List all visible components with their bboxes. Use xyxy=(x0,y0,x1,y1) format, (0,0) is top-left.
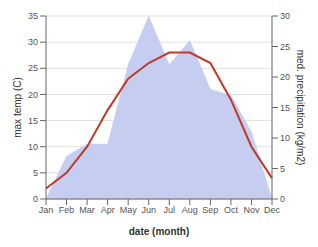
svg-text:Aug: Aug xyxy=(182,205,198,215)
svg-text:15: 15 xyxy=(280,103,290,113)
svg-text:Feb: Feb xyxy=(59,205,75,215)
svg-text:Jan: Jan xyxy=(39,205,54,215)
svg-text:Sep: Sep xyxy=(202,205,218,215)
svg-text:May: May xyxy=(120,205,138,215)
svg-text:10: 10 xyxy=(28,142,38,152)
svg-text:0: 0 xyxy=(280,194,285,204)
svg-text:35: 35 xyxy=(28,11,38,21)
svg-text:10: 10 xyxy=(280,133,290,143)
svg-text:15: 15 xyxy=(28,116,38,126)
svg-text:30: 30 xyxy=(28,37,38,47)
svg-text:5: 5 xyxy=(33,168,38,178)
svg-text:Apr: Apr xyxy=(101,205,115,215)
svg-text:Dec: Dec xyxy=(264,205,281,215)
svg-text:30: 30 xyxy=(280,11,290,21)
svg-text:20: 20 xyxy=(28,90,38,100)
svg-text:20: 20 xyxy=(280,72,290,82)
svg-text:Mar: Mar xyxy=(79,205,95,215)
svg-text:Nov: Nov xyxy=(243,205,260,215)
svg-text:date (month): date (month) xyxy=(129,226,190,237)
svg-text:0: 0 xyxy=(33,194,38,204)
svg-text:max temp (C): max temp (C) xyxy=(12,77,23,138)
svg-text:25: 25 xyxy=(280,42,290,52)
svg-text:Jul: Jul xyxy=(164,205,176,215)
svg-text:Jun: Jun xyxy=(141,205,156,215)
svg-text:Oct: Oct xyxy=(224,205,239,215)
svg-text:25: 25 xyxy=(28,63,38,73)
svg-text:5: 5 xyxy=(280,164,285,174)
svg-text:med. precipitation (kg/m2): med. precipitation (kg/m2) xyxy=(295,50,306,166)
